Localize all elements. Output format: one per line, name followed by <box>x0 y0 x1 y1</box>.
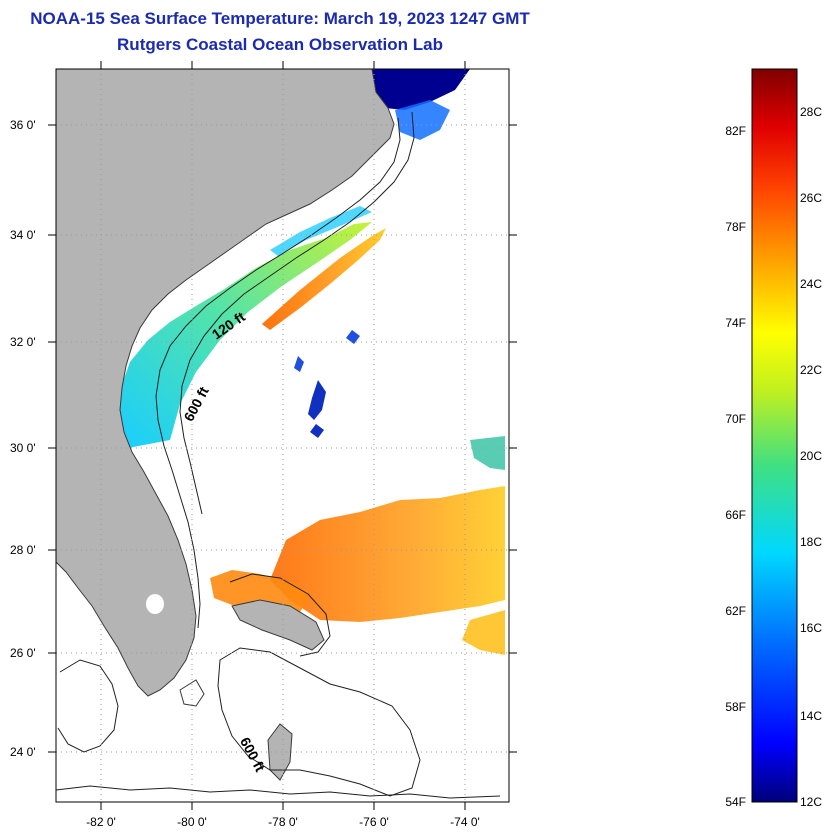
lat-label: 26 0' <box>10 646 36 660</box>
colorbar-c-label: 24C <box>800 277 822 291</box>
gulf-stream-band <box>262 228 386 330</box>
map-panel: 120 ft 600 ft 600 ft 36 0' 34 0' 32 0' 3… <box>10 61 517 829</box>
lat-label: 28 0' <box>10 543 36 557</box>
grid-lines <box>56 69 509 802</box>
map-subtitle: Rutgers Coastal Ocean Observation Lab <box>117 35 443 54</box>
lat-label: 34 0' <box>10 228 36 242</box>
lon-label: -74 0' <box>450 815 480 829</box>
isobath-contour <box>55 785 501 799</box>
lat-label: 24 0' <box>10 745 36 759</box>
cold-streak <box>346 330 360 344</box>
colorbar-f-label: 70F <box>725 412 746 426</box>
lat-label: 30 0' <box>10 441 36 455</box>
shelf-patch-east <box>470 436 505 470</box>
bahamas-island <box>179 679 205 707</box>
warm-patch-east <box>462 610 505 655</box>
lon-label: -76 0' <box>359 815 389 829</box>
lat-label: 36 0' <box>10 118 36 132</box>
isobath-contour <box>155 117 401 629</box>
axis-ticks <box>48 61 517 810</box>
shelf-water-north <box>270 206 372 256</box>
land-mainland <box>55 68 395 697</box>
map-title: NOAA-15 Sea Surface Temperature: March 1… <box>30 9 530 28</box>
colorbar-f-label: 62F <box>725 604 746 618</box>
colorbar-c-label: 16C <box>800 621 822 635</box>
lon-label: -80 0' <box>177 815 207 829</box>
warm-patch-south <box>270 486 505 622</box>
isobath-contour <box>57 659 119 753</box>
colorbar-c-label: 14C <box>800 709 822 723</box>
colorbar-gradient <box>751 68 798 803</box>
isobath-contour <box>217 647 421 797</box>
colorbar-c-label: 12C <box>800 795 822 809</box>
lon-label: -78 0' <box>268 815 298 829</box>
colorbar-c-label: 22C <box>800 363 822 377</box>
isobath-contour <box>179 111 415 515</box>
colorbar-c-label: 26C <box>800 191 822 205</box>
colorbar-c-label: 18C <box>800 535 822 549</box>
colorbar-f-label: 74F <box>725 316 746 330</box>
isobath-contour <box>229 573 331 657</box>
lon-label: -82 0' <box>86 815 116 829</box>
colorbar-f-label: 54F <box>725 795 746 809</box>
colorbar-f-label: 78F <box>725 220 746 234</box>
cold-water-ne <box>372 69 470 110</box>
colorbar-f-label: 82F <box>725 124 746 138</box>
cold-streak <box>310 424 324 438</box>
cold-water-ne2 <box>395 100 450 140</box>
colorbar: 82F 78F 74F 70F 66F 62F 58F 54F 28C 26C … <box>725 68 822 809</box>
colorbar-c-label: 20C <box>800 449 822 463</box>
bahamas-island <box>231 599 325 651</box>
colorbar-f-label: 66F <box>725 508 746 522</box>
colorbar-f-label: 58F <box>725 700 746 714</box>
cold-streak <box>308 380 326 420</box>
cold-streak <box>294 356 304 372</box>
lat-label: 32 0' <box>10 335 36 349</box>
lake-okeechobee <box>146 594 164 614</box>
colorbar-c-label: 28C <box>800 105 822 119</box>
